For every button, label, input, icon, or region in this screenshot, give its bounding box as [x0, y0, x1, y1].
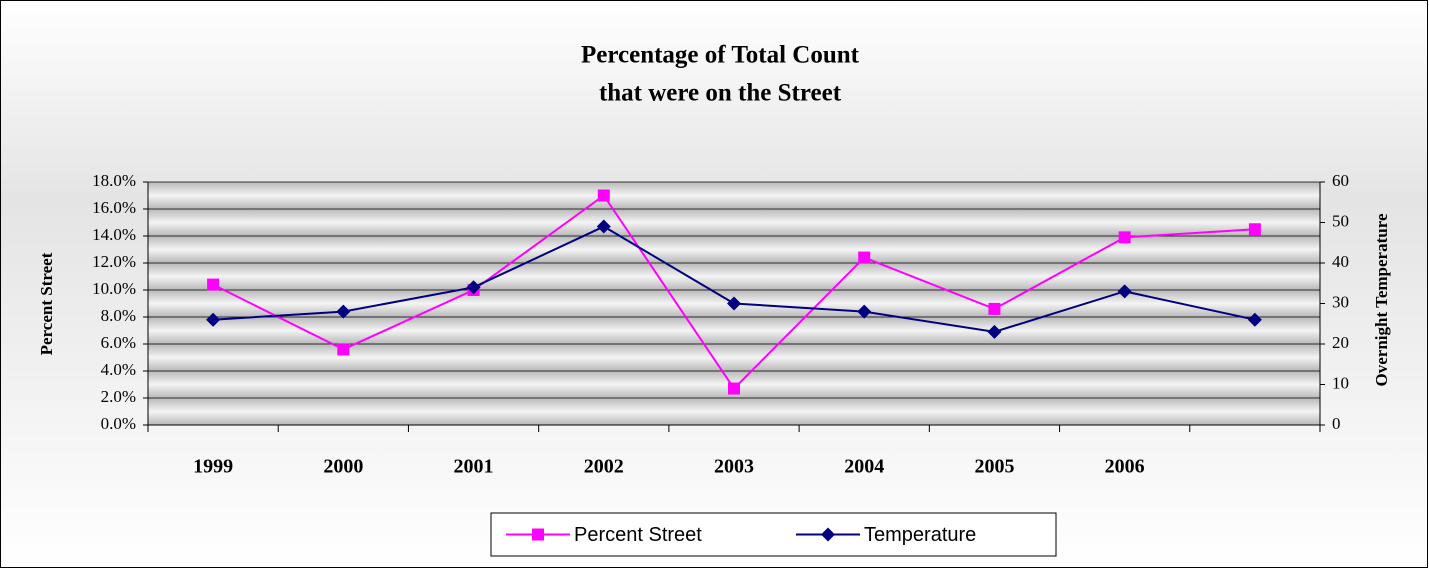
marker — [337, 343, 350, 356]
plot-band — [148, 263, 1320, 290]
y-tick-label: 12.0% — [92, 252, 136, 271]
plot-band — [148, 344, 1320, 371]
y-tick-label: 8.0% — [101, 306, 136, 325]
marker — [1118, 231, 1131, 244]
chart-title: that were on the Street — [599, 80, 842, 107]
y-tick-label: 4.0% — [101, 360, 136, 379]
x-tick-label: 2006 — [1105, 456, 1145, 478]
marker — [596, 219, 611, 234]
marker — [1247, 312, 1262, 327]
y2-tick-label: 40 — [1332, 252, 1349, 271]
y-tick-label: 14.0% — [92, 225, 136, 244]
marker — [857, 304, 872, 319]
x-tick-label: 2004 — [844, 456, 884, 478]
plot-band — [148, 209, 1320, 236]
marker — [1248, 223, 1261, 236]
x-tick-label: 2001 — [454, 456, 494, 478]
marker — [466, 280, 481, 295]
marker — [1117, 284, 1132, 299]
y-tick-label: 6.0% — [101, 333, 136, 352]
plot-band — [148, 398, 1320, 425]
marker — [532, 528, 544, 541]
marker — [728, 382, 740, 395]
legend — [490, 512, 1057, 557]
y-axis-label: Percent Street — [37, 252, 56, 355]
x-tick-label: 1999 — [193, 456, 233, 478]
y-tick-label: 18.0% — [92, 171, 136, 190]
marker — [336, 304, 351, 319]
y2-tick-label: 0 — [1332, 414, 1341, 433]
plot-band — [148, 236, 1320, 263]
x-tick-label: 2003 — [714, 456, 754, 478]
chart-title: Percentage of Total Count — [581, 42, 860, 69]
y2-tick-label: 30 — [1332, 292, 1349, 311]
marker — [597, 189, 610, 202]
legend-label: Temperature — [864, 524, 976, 546]
x-tick-label: 2000 — [323, 456, 363, 478]
plot-band — [148, 317, 1320, 344]
marker — [821, 527, 835, 542]
y2-tick-label: 10 — [1332, 373, 1349, 392]
legend-label: Percent Street — [574, 524, 702, 546]
marker — [207, 278, 220, 291]
marker — [727, 296, 741, 311]
marker — [988, 302, 1001, 315]
y-tick-label: 2.0% — [101, 387, 136, 406]
marker — [987, 324, 1002, 339]
y2-tick-label: 20 — [1332, 333, 1349, 352]
y2-axis-label: Overnight Temperature — [1372, 213, 1391, 386]
x-tick-label: 2005 — [974, 456, 1014, 478]
x-tick-label: 2002 — [584, 456, 624, 478]
y-tick-label: 10.0% — [92, 279, 136, 298]
y-tick-label: 16.0% — [92, 198, 136, 217]
plot-band — [148, 182, 1320, 209]
y2-tick-label: 60 — [1332, 171, 1349, 190]
y2-tick-label: 50 — [1332, 211, 1349, 230]
marker — [858, 251, 871, 264]
marker — [206, 312, 221, 327]
y-tick-label: 0.0% — [101, 414, 136, 433]
